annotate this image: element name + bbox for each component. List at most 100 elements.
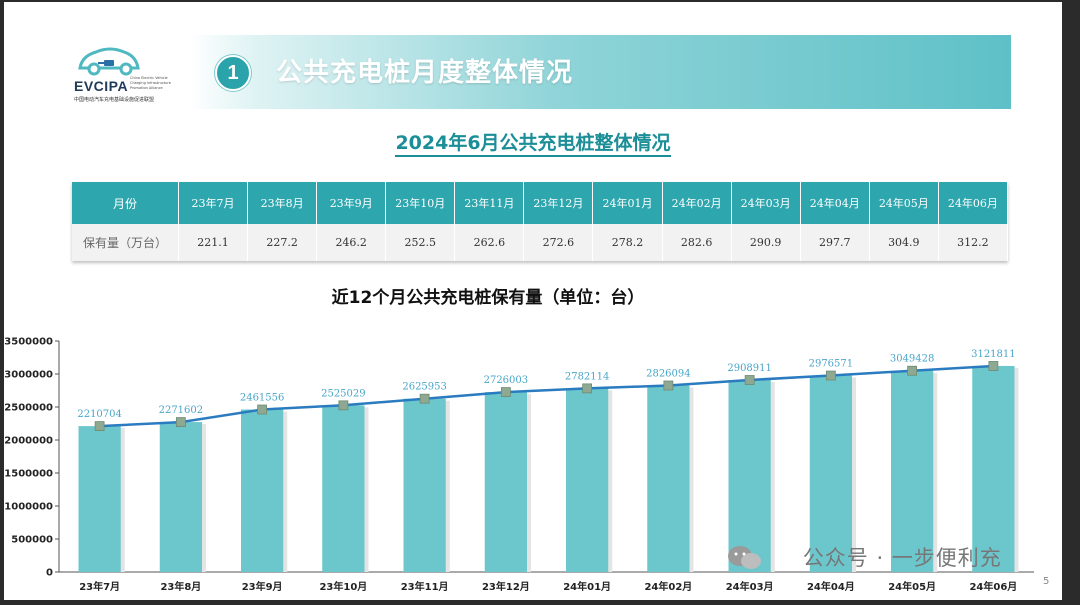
bar — [972, 365, 1015, 572]
logo-sub-en: China Electric Vehicle Charging Infrastr… — [130, 76, 171, 90]
bar — [891, 370, 934, 572]
table-cell-value: 312.2 — [938, 224, 1009, 261]
table-cell-value: 227.2 — [247, 224, 318, 261]
section-subtitle-text: 2024年6月公共充电桩整体情况 — [395, 132, 671, 157]
data-label: 2210704 — [77, 409, 122, 420]
table-cell-value: 262.6 — [454, 224, 525, 261]
data-label: 3121811 — [971, 349, 1016, 360]
watermark-text: 公众号 · 一步便利充 — [726, 542, 1002, 572]
table-header-month: 24年01月 — [592, 182, 663, 224]
bar — [78, 426, 121, 572]
data-label: 3049428 — [890, 354, 935, 365]
x-tick-label: 23年9月 — [242, 580, 283, 593]
x-tick-label: 23年10月 — [319, 580, 367, 593]
data-label: 2826094 — [646, 368, 691, 379]
table-row-label: 保有量（万台） — [72, 224, 179, 261]
wechat-icon — [728, 546, 761, 569]
table-cell-value: 278.2 — [592, 224, 663, 261]
table-header-month: 24年06月 — [938, 182, 1009, 224]
line-point — [988, 361, 999, 371]
bar — [241, 409, 284, 572]
y-tick-label: 2000000 — [4, 436, 53, 447]
x-tick-label: 23年11月 — [401, 580, 449, 593]
line-point — [500, 387, 511, 397]
table-cell-value: 221.1 — [178, 224, 249, 261]
line-point — [94, 421, 105, 431]
logo-name: EVCIPA — [74, 78, 129, 94]
bar — [809, 375, 852, 572]
x-tick-label: 24年03月 — [726, 580, 774, 593]
table-header-month: 24年02月 — [662, 182, 732, 224]
watermark-label: 公众号 · 一步便利充 — [802, 546, 1002, 570]
series-line — [99, 364, 994, 428]
x-tick-label: 24年01月 — [563, 580, 611, 593]
table-header-month: 23年7月 — [178, 182, 249, 224]
table-header-month: 23年9月 — [316, 182, 387, 224]
table-cell-value: 297.7 — [800, 224, 870, 261]
logo-sub-cn: 中国电动汽车充电基础设施促进联盟 — [74, 97, 155, 103]
table-header-row: 月份 23年7月 23年8月 23年9月 23年10月 23年11月 23年12月 24年0… — [72, 182, 1009, 224]
table-header-month: 23年10月 — [385, 182, 456, 224]
line-point — [744, 375, 755, 385]
car-plug-icon — [78, 47, 140, 76]
y-tick-label: 3500000 — [4, 337, 53, 348]
line-point — [907, 365, 918, 376]
bar — [484, 392, 527, 572]
table-cell-value: 282.6 — [662, 224, 732, 261]
bar-line-chart: 0 500000 1000000 1500000 2000000 2500000 30000… — [4, 337, 1034, 593]
section-subtitle: 2024年6月公共充电桩整体情况 — [4, 128, 1062, 157]
table-cell-value: 252.5 — [385, 224, 456, 261]
table-header-month: 23年8月 — [247, 182, 318, 224]
table-cell-value: 304.9 — [869, 224, 939, 261]
line-point — [663, 380, 674, 391]
page-title: 公共充电桩月度整体情况 — [276, 58, 574, 88]
x-tick-label: 24年02月 — [644, 580, 692, 593]
line-point — [175, 417, 186, 427]
line-point — [257, 404, 268, 415]
data-label: 2271602 — [159, 405, 204, 416]
y-tick-label: 2500000 — [4, 403, 53, 414]
y-tick-label: 500000 — [11, 535, 53, 546]
table-header-month: 23年12月 — [523, 182, 594, 224]
line-point — [419, 393, 430, 404]
data-label: 2908911 — [727, 363, 772, 374]
table-header-month: 24年03月 — [731, 182, 801, 224]
bar — [403, 398, 446, 572]
y-tick-label: 0 — [46, 568, 53, 579]
x-tick-label: 23年12月 — [482, 580, 530, 593]
line-point — [338, 400, 349, 411]
data-label: 2976571 — [809, 359, 854, 370]
table-header-month: 24年04月 — [800, 182, 870, 224]
data-label: 2461556 — [240, 393, 285, 404]
bar — [159, 422, 202, 572]
y-tick-label: 1000000 — [4, 502, 53, 513]
x-tick-label: 24年06月 — [969, 580, 1017, 593]
x-tick-label: 24年04月 — [807, 580, 855, 593]
data-label: 2525029 — [321, 388, 366, 399]
table-cell-value: 272.6 — [523, 224, 594, 261]
data-label: 2726003 — [484, 375, 529, 386]
y-tick-label: 1500000 — [4, 469, 53, 480]
bar — [728, 380, 771, 572]
chart-title: 近12个月公共充电桩保有量（单位：台） — [331, 288, 645, 308]
table-header-label: 月份 — [72, 182, 179, 224]
x-tick-label: 23年8月 — [160, 580, 201, 593]
data-label: 2625953 — [402, 382, 447, 393]
page-number: 5 — [1043, 576, 1050, 587]
data-table: 月份 23年7月 23年8月 23年9月 23年10月 23年11月 23年12月 24年0… — [72, 182, 1009, 261]
section-number-badge: 1 — [215, 55, 251, 91]
data-label: 2782114 — [565, 371, 610, 382]
evcipa-logo: EVCIPA China Electric Vehicle Charging I… — [74, 42, 184, 108]
bar — [322, 405, 365, 572]
y-tick-label: 3000000 — [4, 370, 53, 381]
slide: EVCIPA China Electric Vehicle Charging I… — [4, 2, 1062, 600]
x-tick-label: 23年7月 — [79, 580, 120, 593]
table-cell-value: 246.2 — [316, 224, 387, 261]
bar — [566, 388, 609, 572]
table-row: 保有量（万台） 221.1 227.2 246.2 252.5 262.6 272.6 27… — [72, 224, 1009, 261]
table-header-month: 24年05月 — [869, 182, 939, 224]
table-header-month: 23年11月 — [454, 182, 525, 224]
x-tick-label: 24年05月 — [888, 580, 936, 593]
bar — [647, 385, 690, 572]
table-cell-value: 290.9 — [731, 224, 801, 261]
